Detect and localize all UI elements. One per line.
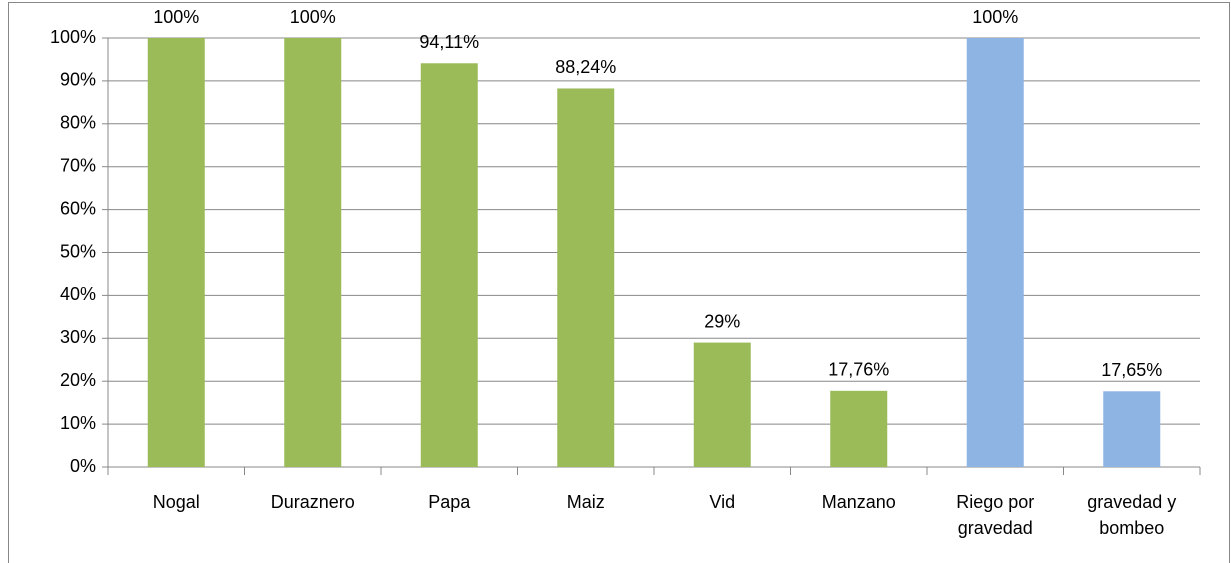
y-tick-label: 30% — [60, 327, 96, 347]
value-label: 100% — [972, 7, 1018, 27]
y-tick-label: 40% — [60, 284, 96, 304]
value-label: 100% — [153, 7, 199, 27]
y-tick-label: 50% — [60, 241, 96, 261]
value-label: 88,24% — [555, 57, 616, 77]
x-tick-label: Papa — [428, 492, 471, 512]
y-tick-label: 80% — [60, 113, 96, 133]
x-tick-label: gravedad y bombeo — [1087, 492, 1177, 538]
bar — [830, 390, 888, 467]
value-label: 94,11% — [419, 32, 479, 52]
bar — [1103, 391, 1161, 467]
x-tick-label: Maiz — [566, 492, 605, 512]
y-tick-label: 10% — [60, 413, 96, 433]
y-tick-label: 70% — [60, 155, 96, 175]
value-label: 100% — [290, 7, 336, 27]
x-tick-label: Riego por gravedad — [956, 492, 1035, 538]
chart-frame — [8, 2, 1230, 563]
value-label: 17,65% — [1101, 360, 1162, 380]
x-tick-label: Vid — [709, 492, 736, 512]
y-tick-label: 90% — [60, 70, 96, 90]
bar — [420, 63, 478, 468]
value-label: 17,76% — [828, 360, 889, 380]
bar — [693, 342, 751, 467]
bar — [147, 38, 205, 467]
y-tick-label: 20% — [60, 370, 96, 390]
y-tick-label: 60% — [60, 198, 96, 218]
bar — [557, 88, 615, 467]
bar — [966, 38, 1024, 467]
x-tick-label: Nogal — [152, 492, 200, 512]
bar — [284, 38, 342, 467]
x-tick-label: Manzano — [821, 492, 896, 512]
y-tick-label: 100% — [50, 27, 96, 47]
x-tick-label: Duraznero — [270, 492, 355, 512]
y-tick-label: 0% — [70, 456, 96, 476]
value-label: 29% — [704, 311, 740, 331]
